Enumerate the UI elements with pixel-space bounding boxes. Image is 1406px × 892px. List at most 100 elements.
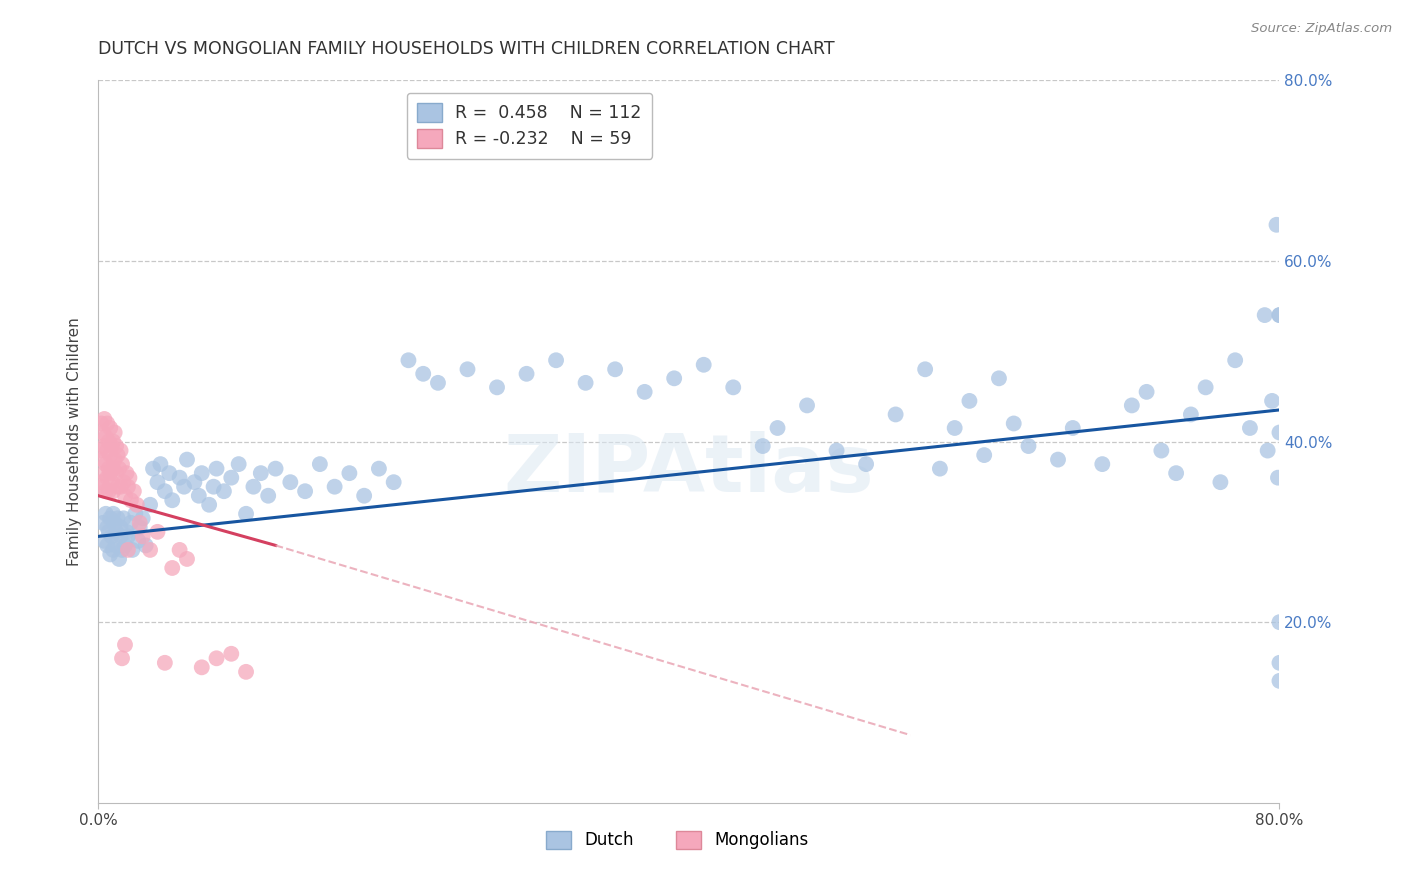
- Point: [107, 448, 129, 462]
- Point: [294, 484, 316, 499]
- Point: [117, 529, 139, 543]
- Point: [162, 493, 183, 508]
- Point: [191, 660, 214, 674]
- Point: [112, 475, 135, 490]
- Point: [104, 452, 127, 467]
- Point: [457, 362, 479, 376]
- Point: [98, 548, 121, 562]
- Point: [235, 507, 257, 521]
- Point: [135, 538, 157, 552]
- Point: [250, 466, 273, 480]
- Point: [91, 516, 114, 530]
- Point: [176, 452, 198, 467]
- Point: [105, 538, 128, 552]
- Point: [929, 461, 952, 475]
- Point: [110, 520, 132, 534]
- Point: [110, 443, 132, 458]
- Point: [111, 457, 134, 471]
- Point: [973, 448, 995, 462]
- Point: [139, 498, 162, 512]
- Point: [96, 520, 118, 534]
- Point: [132, 511, 155, 525]
- Point: [943, 421, 966, 435]
- Point: [121, 542, 143, 557]
- Point: [323, 480, 346, 494]
- Point: [1254, 308, 1277, 322]
- Point: [114, 489, 136, 503]
- Point: [257, 489, 280, 503]
- Point: [91, 425, 114, 440]
- Point: [114, 638, 136, 652]
- Point: [93, 466, 115, 480]
- Point: [153, 484, 176, 499]
- Point: [959, 393, 981, 408]
- Point: [1267, 471, 1289, 485]
- Y-axis label: Family Households with Children: Family Households with Children: [67, 318, 83, 566]
- Point: [212, 484, 235, 499]
- Point: [94, 484, 117, 499]
- Point: [664, 371, 686, 385]
- Point: [264, 461, 287, 475]
- Point: [153, 656, 176, 670]
- Point: [382, 475, 405, 490]
- Point: [91, 480, 114, 494]
- Point: [125, 498, 148, 512]
- Point: [98, 466, 121, 480]
- Point: [1046, 452, 1070, 467]
- Point: [120, 493, 142, 508]
- Point: [139, 542, 162, 557]
- Point: [1062, 421, 1084, 435]
- Text: DUTCH VS MONGOLIAN FAMILY HOUSEHOLDS WITH CHILDREN CORRELATION CHART: DUTCH VS MONGOLIAN FAMILY HOUSEHOLDS WIT…: [98, 40, 835, 58]
- Point: [103, 507, 125, 521]
- Point: [100, 475, 122, 490]
- Point: [103, 434, 125, 449]
- Point: [1268, 656, 1291, 670]
- Point: [235, 665, 257, 679]
- Point: [752, 439, 775, 453]
- Point: [146, 475, 169, 490]
- Point: [1268, 308, 1291, 322]
- Point: [1268, 308, 1291, 322]
- Point: [107, 480, 129, 494]
- Point: [1265, 218, 1288, 232]
- Point: [91, 452, 114, 467]
- Point: [96, 538, 118, 552]
- Point: [97, 434, 120, 449]
- Point: [111, 651, 134, 665]
- Point: [1121, 398, 1143, 412]
- Point: [1268, 673, 1291, 688]
- Point: [169, 542, 191, 557]
- Point: [96, 443, 118, 458]
- Point: [122, 484, 145, 499]
- Point: [117, 542, 139, 557]
- Point: [884, 408, 907, 422]
- Point: [97, 461, 120, 475]
- Point: [198, 498, 221, 512]
- Text: ZIPAtlas: ZIPAtlas: [503, 432, 875, 509]
- Point: [110, 480, 132, 494]
- Point: [988, 371, 1011, 385]
- Point: [427, 376, 450, 390]
- Point: [183, 475, 205, 490]
- Point: [94, 507, 117, 521]
- Point: [1257, 443, 1279, 458]
- Point: [605, 362, 627, 376]
- Point: [108, 461, 131, 475]
- Point: [93, 533, 115, 548]
- Point: [221, 647, 243, 661]
- Point: [169, 471, 191, 485]
- Point: [100, 439, 122, 453]
- Point: [1268, 425, 1291, 440]
- Point: [205, 651, 228, 665]
- Point: [825, 443, 848, 458]
- Point: [120, 516, 142, 530]
- Point: [575, 376, 598, 390]
- Point: [142, 461, 165, 475]
- Point: [855, 457, 877, 471]
- Point: [162, 561, 183, 575]
- Point: [242, 480, 264, 494]
- Point: [103, 461, 125, 475]
- Point: [176, 552, 198, 566]
- Point: [110, 529, 132, 543]
- Point: [94, 457, 117, 471]
